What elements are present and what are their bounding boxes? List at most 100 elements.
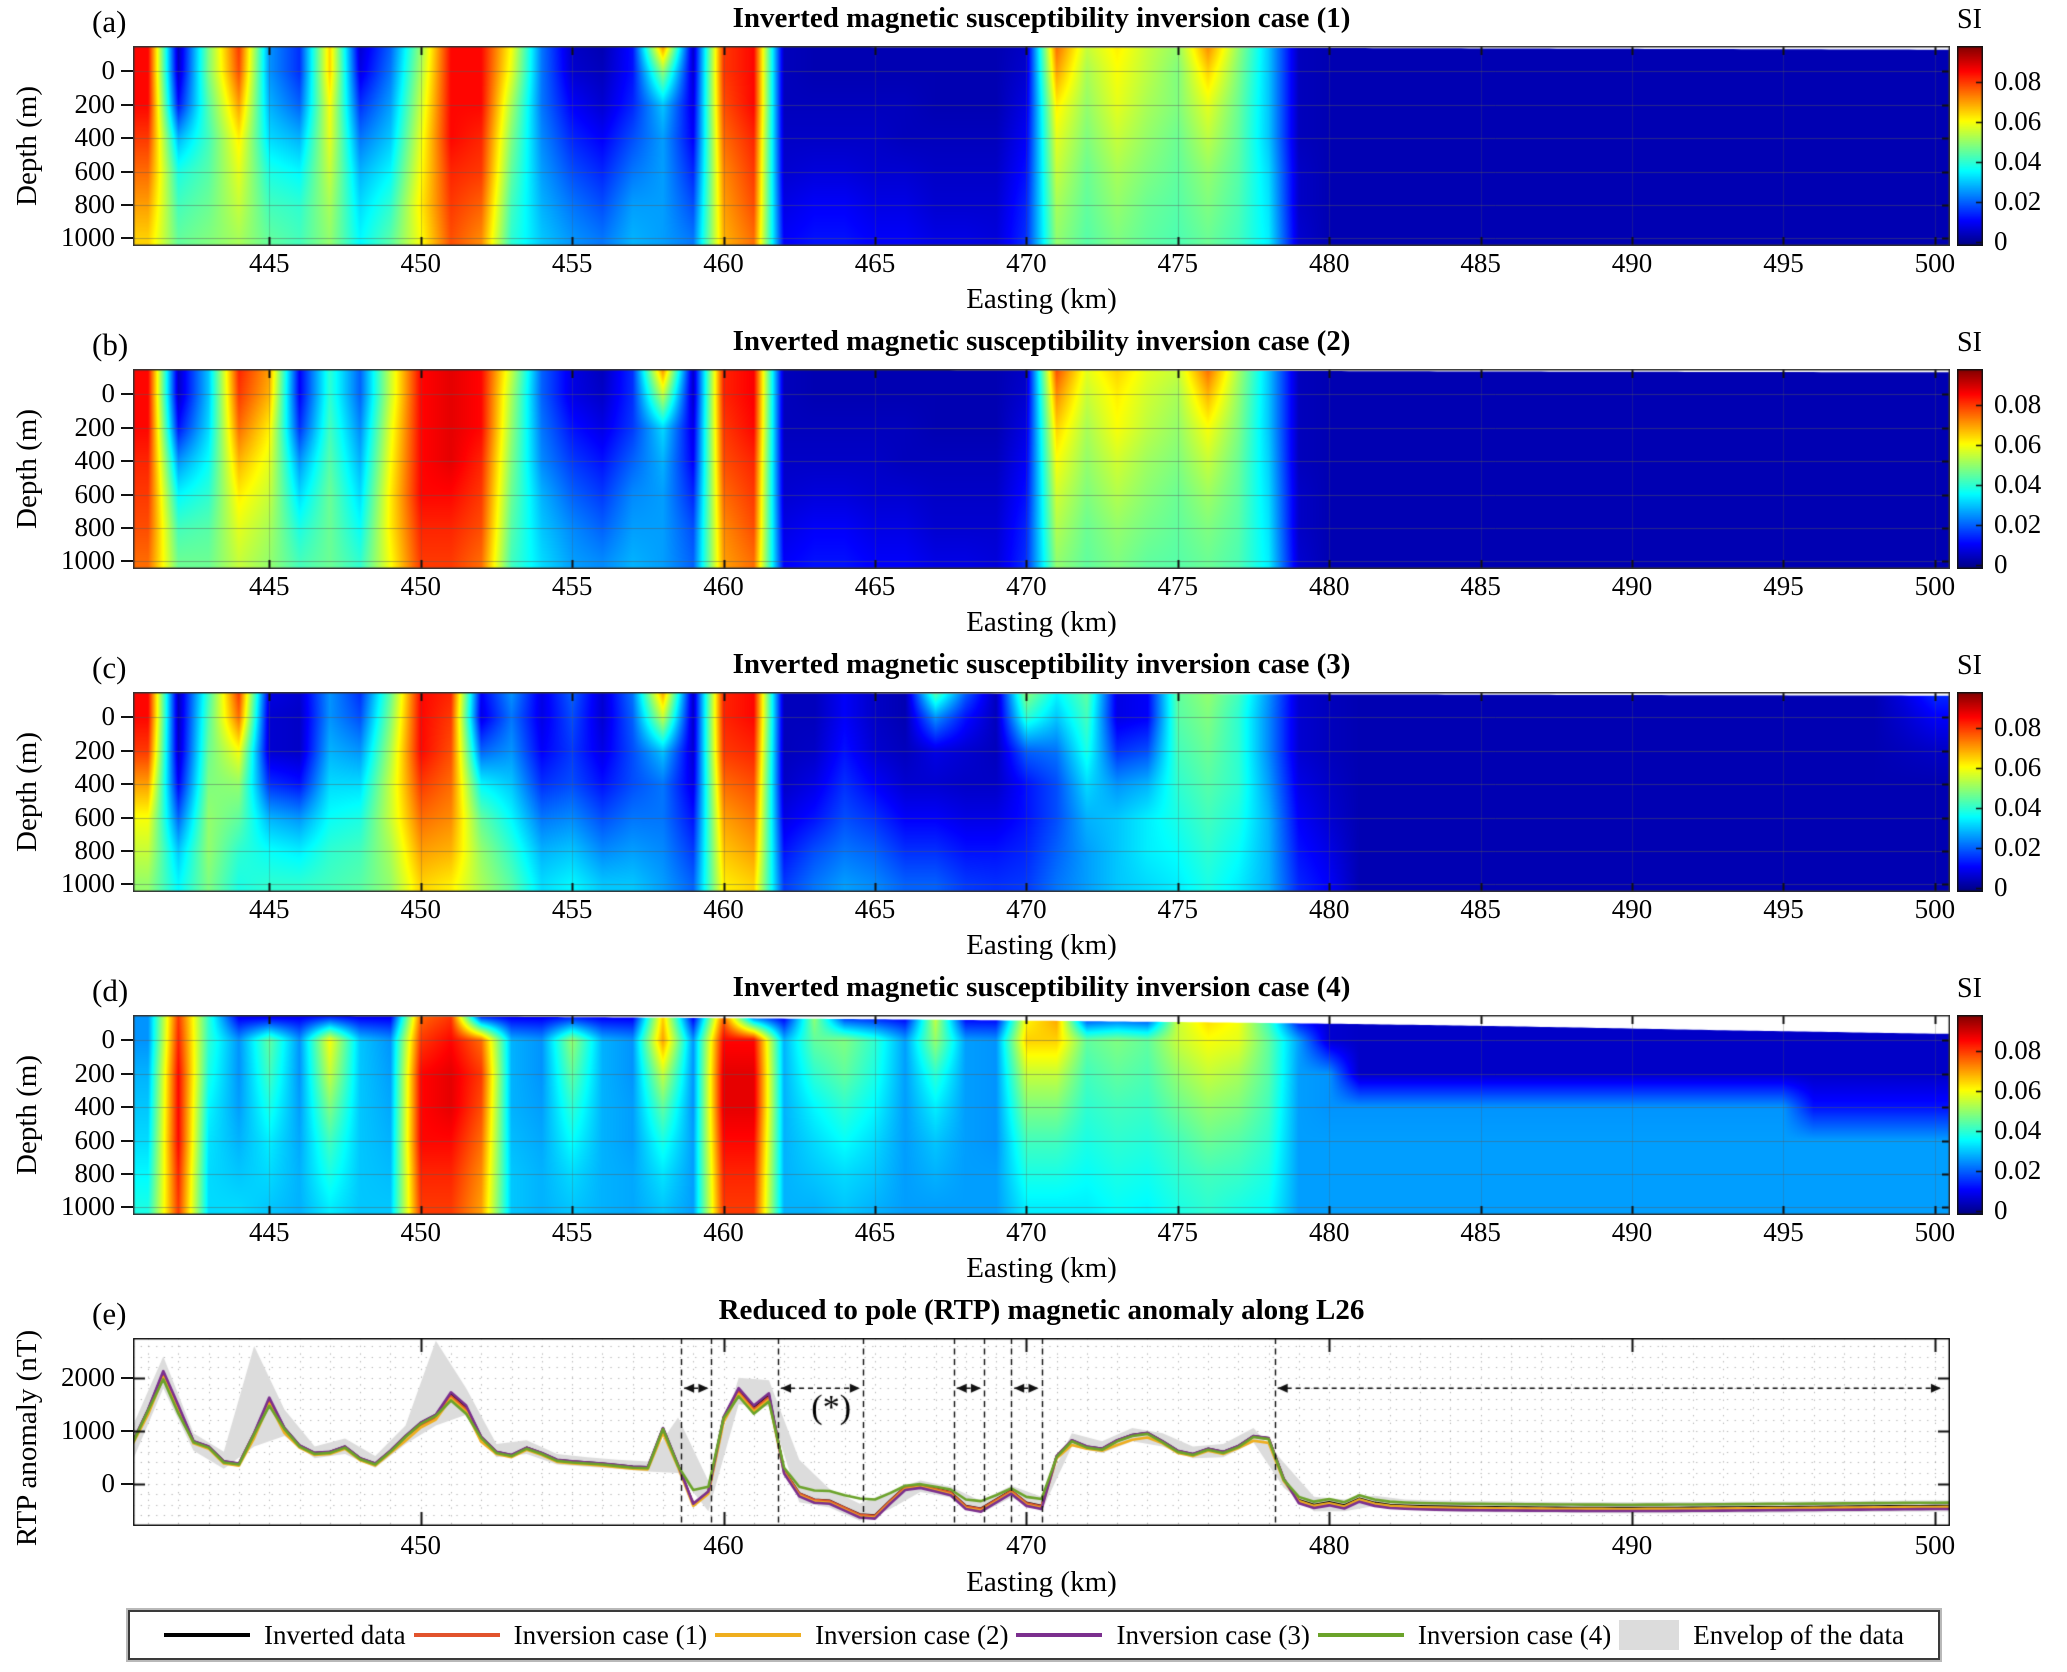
x-tick-label: 500: [1914, 1530, 1956, 1560]
x-tick-label: 485: [1460, 571, 1501, 601]
x-tick-label: 500: [1914, 894, 1956, 924]
depth-tick-label: 600: [74, 801, 116, 832]
colorbar-canvas: [1957, 1015, 1983, 1215]
depth-tick-mark: [121, 170, 133, 173]
depth-tick-label: 200: [74, 411, 116, 442]
depth-tick-label: 1000: [61, 1191, 115, 1222]
x-tick-label: 465: [854, 894, 896, 924]
easting-axis-label: Easting (km): [966, 1566, 1117, 1598]
easting-tick-labels: 445 450 455 460 465 470 475 480 485 490 495 500: [133, 248, 1955, 282]
legend-item-label: Envelop of the data: [1693, 1619, 1904, 1650]
depth-tick-mark: [121, 883, 133, 886]
panel-c-letter: (c): [92, 650, 127, 685]
legend-item: Inversion case (2): [715, 1620, 1008, 1651]
legend-line-swatch: [413, 1633, 500, 1637]
x-tick-label: 465: [854, 248, 896, 278]
rtp-tick-labels: 0 1000 2000: [0, 1338, 133, 1526]
colorbar-tick-label: 0: [1994, 549, 2008, 579]
heatmap-canvas-case3: [133, 692, 1950, 892]
x-tick-label: 470: [1006, 894, 1047, 924]
x-tick-label: 485: [1460, 1217, 1501, 1247]
colorbar-tick-label: 0.08: [1994, 712, 2042, 742]
legend-item: Inversion case (4): [1317, 1619, 1612, 1651]
panel-a: (a) Inverted magnetic susceptibility inv…: [0, 2, 2067, 325]
panel-b: (b) Inverted magnetic susceptibility inv…: [0, 325, 2067, 648]
legend-item-label: Inversion case (4): [1417, 1619, 1612, 1650]
depth-tick-label: 0: [101, 1024, 116, 1055]
legend-item-label: Inversion case (2): [815, 1619, 1009, 1650]
rtp-tick-mark: [121, 1429, 133, 1432]
x-tick-label: 460: [703, 894, 744, 924]
depth-tick-label: 800: [74, 188, 116, 219]
x-tick-label: 470: [1006, 1217, 1047, 1247]
x-tick-label: 455: [551, 1217, 593, 1247]
depth-tick-mark: [121, 1206, 133, 1209]
colorbar-tick-label: 0.04: [1994, 792, 2042, 822]
x-tick-label: 460: [703, 571, 744, 601]
depth-tick-label: 600: [74, 478, 116, 509]
depth-tick-mark: [121, 103, 133, 106]
easting-axis-label: Easting (km): [966, 1252, 1117, 1284]
legend: Inverted data Inversion case (1) Inversion…: [128, 1610, 1940, 1660]
colorbar-tick-label: 0.08: [1994, 1035, 2042, 1065]
colorbar-tick-label: 0.02: [1994, 1155, 2042, 1185]
x-tick-label: 490: [1611, 571, 1653, 601]
depth-tick-label: 400: [74, 768, 116, 799]
depth-tick-mark: [121, 493, 133, 496]
x-tick-label: 500: [1914, 248, 1956, 278]
x-tick-label: 480: [1308, 894, 1350, 924]
colorbar-tick-label: 0.04: [1994, 1115, 2042, 1145]
x-tick-label: 450: [400, 894, 441, 924]
x-tick-label: 455: [551, 248, 593, 278]
depth-tick-mark: [121, 70, 133, 73]
panel-c-title: Inverted magnetic susceptibility inversi…: [732, 648, 1351, 680]
depth-tick-label: 1000: [61, 222, 115, 253]
x-tick-label: 455: [551, 894, 593, 924]
x-tick-label: 460: [703, 1530, 744, 1560]
heatmap-canvas-case2: [133, 369, 1950, 569]
legend-item: Inversion case (3): [1016, 1620, 1310, 1651]
colorbar-unit-label: SI: [1957, 650, 1982, 681]
easting-axis-label: Easting (km): [966, 283, 1117, 315]
depth-tick-mark: [121, 237, 133, 240]
panel-d: (d) Inverted magnetic susceptibility inv…: [0, 971, 2067, 1294]
depth-tick-mark: [121, 1139, 133, 1142]
x-tick-label: 495: [1763, 894, 1804, 924]
depth-tick-mark: [121, 1039, 133, 1042]
x-tick-label: 475: [1157, 248, 1199, 278]
panel-b-letter: (b): [92, 327, 129, 362]
easting-tick-labels: 445 450 455 460 465 470 475 480 485 490 495 500: [133, 571, 1955, 605]
depth-tick-mark: [121, 783, 133, 786]
x-tick-label: 495: [1763, 571, 1804, 601]
depth-tick-label: 1000: [61, 868, 115, 899]
easting-tick-labels: 445 450 455 460 465 470 475 480 485 490 495 500: [133, 894, 1955, 928]
x-tick-label: 445: [249, 571, 290, 601]
colorbar-tick-label: 0.08: [1994, 66, 2042, 96]
x-tick-label: 475: [1157, 894, 1199, 924]
x-tick-label: 490: [1611, 248, 1653, 278]
x-tick-label: 450: [400, 1530, 441, 1560]
depth-tick-label: 0: [101, 378, 116, 409]
x-tick-label: 465: [854, 1217, 896, 1247]
legend-line-swatch: [1016, 1633, 1103, 1637]
panel-d-letter: (d): [92, 973, 129, 1008]
colorbar-tick-label: 0: [1994, 1195, 2008, 1225]
colorbar-tick-label: 0.04: [1994, 146, 2042, 176]
easting-axis-label: Easting (km): [966, 929, 1117, 961]
depth-tick-label: 200: [74, 88, 116, 119]
colorbar-tick-label: 0.06: [1994, 429, 2042, 459]
depth-tick-labels: 0 200 400 600 800 1000: [0, 1015, 133, 1221]
depth-tick-mark: [121, 560, 133, 563]
depth-tick-mark: [121, 460, 133, 463]
rtp-line-canvas: [133, 1338, 1950, 1526]
colorbar-tick-labels: 0.08 0.06 0.04 0.02 0: [1994, 1015, 2067, 1225]
depth-tick-mark: [121, 137, 133, 140]
depth-tick-labels: 0 200 400 600 800 1000: [0, 46, 133, 252]
depth-tick-mark: [121, 1072, 133, 1075]
panel-b-title: Inverted magnetic susceptibility inversi…: [732, 325, 1351, 357]
legend-item: Inverted data: [164, 1620, 406, 1651]
colorbar-tick-label: 0.02: [1994, 509, 2042, 539]
x-tick-label: 460: [703, 1217, 744, 1247]
depth-tick-mark: [121, 526, 133, 529]
